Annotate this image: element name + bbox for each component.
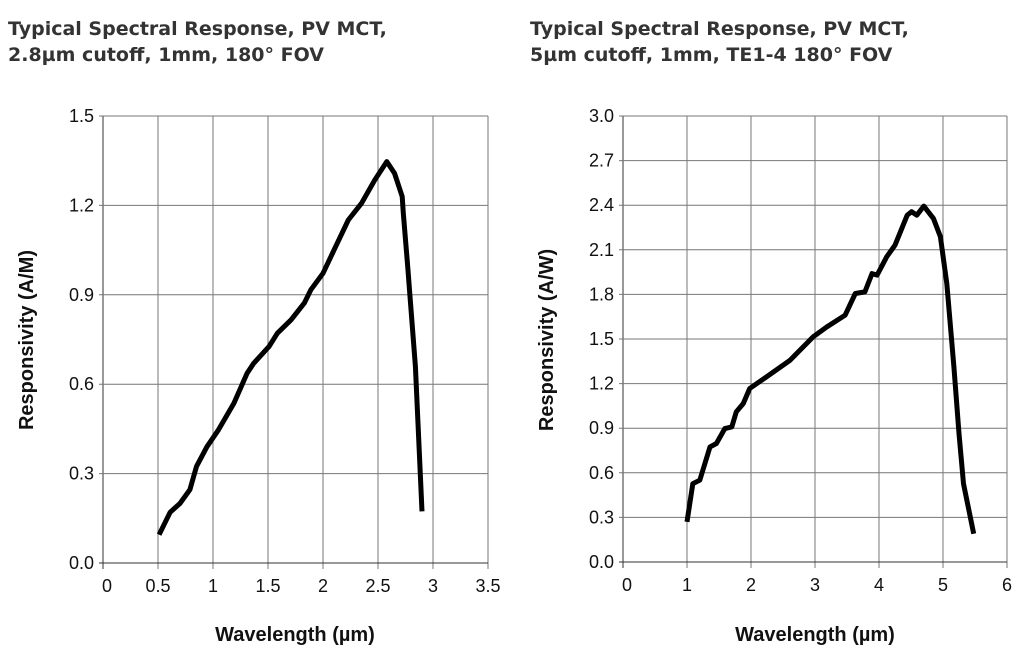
x-axis-label-left: Wavelength (µm) <box>215 624 375 646</box>
y-tick-label: 1.8 <box>589 284 614 304</box>
x-tick-label: 2 <box>318 576 328 596</box>
y-tick-label: 0.9 <box>69 285 94 305</box>
response-curve <box>156 159 425 536</box>
y-tick-label: 2.4 <box>589 195 614 215</box>
y-tick-label: 0.0 <box>69 553 94 573</box>
chart-title-left-line-1: Typical Spectral Response, PV MCT, <box>8 18 387 40</box>
x-tick-label: 1.5 <box>255 576 280 596</box>
x-tick-label: 2 <box>746 575 756 595</box>
y-tick-label: 0.9 <box>589 418 614 438</box>
x-tick-label: 1 <box>682 575 692 595</box>
x-tick-label: 0.5 <box>145 576 170 596</box>
x-tick-label: 4 <box>874 575 884 595</box>
x-tick-label: 2.5 <box>365 576 390 596</box>
x-tick-label: 1 <box>208 576 218 596</box>
chart-title-right-line-2: 5µm cutoff, 1mm, TE1-4 180° FOV <box>530 44 893 66</box>
chart-title-left: Typical Spectral Response, PV MCT, 2.8µm… <box>8 16 387 68</box>
y-tick-label: 0.0 <box>589 552 614 572</box>
x-tick-label: 0 <box>102 576 112 596</box>
x-tick-label: 3 <box>810 575 820 595</box>
y-tick-label: 1.5 <box>589 329 614 349</box>
y-tick-label: 0.6 <box>69 374 94 394</box>
y-tick-label: 0.3 <box>589 507 614 527</box>
y-tick-label: 2.1 <box>589 240 614 260</box>
y-tick-label: 1.5 <box>69 106 94 126</box>
x-tick-label: 0 <box>622 575 632 595</box>
y-tick-label: 0.6 <box>589 463 614 483</box>
y-axis-label-left: Responsivity (A/M) <box>16 250 38 430</box>
y-tick-label: 1.2 <box>69 195 94 215</box>
y-tick-label: 3.0 <box>589 106 614 126</box>
chart-title-right-line-1: Typical Spectral Response, PV MCT, <box>530 18 909 40</box>
x-tick-label: 6 <box>1002 575 1012 595</box>
x-tick-label: 5 <box>938 575 948 595</box>
x-axis-label-right: Wavelength (µm) <box>735 624 895 646</box>
x-tick-label: 3 <box>428 576 438 596</box>
chart-left: Wavelength (µm) Responsivity (A/M) 0 0.5 1… <box>16 106 501 646</box>
y-tick-label: 0.3 <box>69 464 94 484</box>
response-curve <box>684 203 977 535</box>
y-axis-label-right: Responsivity (A/W) <box>536 249 558 431</box>
chart-right: Wavelength (µm) Responsivity (A/W) 0 1 2 3 4… <box>536 106 1012 646</box>
y-tick-label: 1.2 <box>589 374 614 394</box>
x-tick-label: 3.5 <box>475 576 500 596</box>
chart-title-left-line-2: 2.8µm cutoff, 1mm, 180° FOV <box>8 44 324 66</box>
chart-title-right: Typical Spectral Response, PV MCT, 5µm c… <box>530 16 909 68</box>
y-tick-label: 2.7 <box>589 151 614 171</box>
